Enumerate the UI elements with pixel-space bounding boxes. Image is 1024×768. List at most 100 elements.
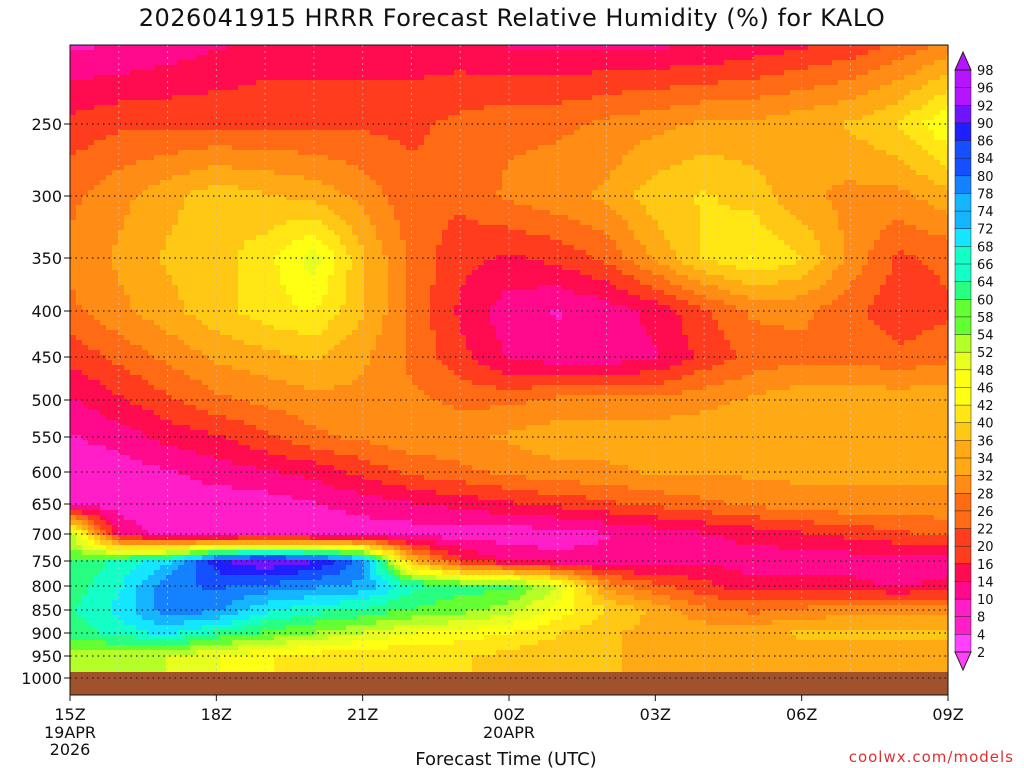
heatmap-cell: [100, 360, 107, 366]
heatmap-cell: [304, 440, 311, 446]
heatmap-cell: [298, 245, 305, 251]
heatmap-cell: [292, 590, 299, 596]
heatmap-cell: [214, 495, 221, 501]
heatmap-cell: [76, 430, 83, 436]
heatmap-cell: [76, 310, 83, 316]
heatmap-cell: [76, 615, 83, 621]
heatmap-cell: [196, 370, 203, 376]
heatmap-cell: [70, 305, 77, 311]
heatmap-cell: [244, 660, 251, 666]
heatmap-cell: [292, 485, 299, 491]
heatmap-cell: [244, 390, 251, 396]
heatmap-cell: [292, 60, 299, 66]
heatmap-cell: [148, 445, 155, 451]
heatmap-cell: [172, 250, 179, 256]
heatmap-cell: [238, 515, 245, 521]
heatmap-cell: [154, 235, 161, 241]
heatmap-cell: [292, 400, 299, 406]
heatmap-cell: [178, 475, 185, 481]
heatmap-cell: [76, 320, 83, 326]
heatmap-cell: [298, 495, 305, 501]
heatmap-cell: [154, 515, 161, 521]
heatmap-cell: [112, 580, 119, 586]
heatmap-cell: [76, 225, 83, 231]
heatmap-cell: [220, 105, 227, 111]
heatmap-cell: [94, 360, 101, 366]
heatmap-cell: [160, 530, 167, 536]
heatmap-cell: [160, 80, 167, 86]
heatmap-cell: [190, 265, 197, 271]
heatmap-cell: [256, 405, 263, 411]
heatmap-cell: [184, 460, 191, 466]
heatmap-cell: [292, 415, 299, 421]
heatmap-cell: [148, 595, 155, 601]
heatmap-cell: [274, 625, 281, 631]
heatmap-cell: [160, 585, 167, 591]
heatmap-cell: [82, 300, 89, 306]
heatmap-cell: [256, 665, 263, 671]
heatmap-cell: [148, 665, 155, 671]
heatmap-cell: [190, 285, 197, 291]
heatmap-cell: [256, 430, 263, 436]
heatmap-cell: [298, 480, 305, 486]
heatmap-cell: [94, 265, 101, 271]
heatmap-cell: [130, 100, 137, 106]
heatmap-cell: [202, 85, 209, 91]
heatmap-cell: [76, 220, 83, 226]
heatmap-cell: [172, 415, 179, 421]
heatmap-cell: [196, 335, 203, 341]
heatmap-cell: [142, 595, 149, 601]
heatmap-cell: [76, 640, 83, 646]
heatmap-cell: [214, 60, 221, 66]
heatmap-cell: [196, 275, 203, 281]
heatmap-cell: [130, 630, 137, 636]
heatmap-cell: [250, 620, 257, 626]
heatmap-cell: [214, 665, 221, 671]
heatmap-cell: [160, 400, 167, 406]
heatmap-cell: [184, 70, 191, 76]
heatmap-cell: [112, 370, 119, 376]
heatmap-cell: [112, 210, 119, 216]
heatmap-cell: [166, 645, 173, 651]
heatmap-cell: [256, 645, 263, 651]
heatmap-cell: [166, 425, 173, 431]
heatmap-cell: [70, 665, 77, 671]
heatmap-cell: [202, 320, 209, 326]
heatmap-cell: [256, 475, 263, 481]
heatmap-cell: [220, 100, 227, 106]
heatmap-cell: [130, 425, 137, 431]
heatmap-cell: [232, 175, 239, 181]
heatmap-cell: [172, 550, 179, 556]
heatmap-cell: [292, 465, 299, 471]
heatmap-cell: [178, 585, 185, 591]
heatmap-cell: [208, 230, 215, 236]
heatmap-cell: [76, 425, 83, 431]
heatmap-cell: [298, 285, 305, 291]
heatmap-cell: [280, 210, 287, 216]
heatmap-cell: [262, 95, 269, 101]
heatmap-cell: [136, 515, 143, 521]
heatmap-cell: [154, 625, 161, 631]
heatmap-cell: [232, 390, 239, 396]
heatmap-cell: [160, 185, 167, 191]
heatmap-cell: [76, 585, 83, 591]
heatmap-cell: [238, 465, 245, 471]
heatmap-cell: [250, 660, 257, 666]
heatmap-cell: [208, 350, 215, 356]
heatmap-cell: [232, 600, 239, 606]
heatmap-cell: [190, 490, 197, 496]
heatmap-cell: [100, 385, 107, 391]
heatmap-cell: [130, 375, 137, 381]
heatmap-cell: [244, 160, 251, 166]
heatmap-cell: [100, 125, 107, 131]
heatmap-cell: [298, 95, 305, 101]
heatmap-cell: [112, 275, 119, 281]
heatmap-cell: [232, 270, 239, 276]
heatmap-cell: [244, 635, 251, 641]
heatmap-cell: [88, 540, 95, 546]
heatmap-cell: [148, 95, 155, 101]
heatmap-cell: [244, 275, 251, 281]
heatmap-cell: [304, 235, 311, 241]
heatmap-cell: [268, 535, 275, 541]
heatmap-cell: [124, 315, 131, 321]
